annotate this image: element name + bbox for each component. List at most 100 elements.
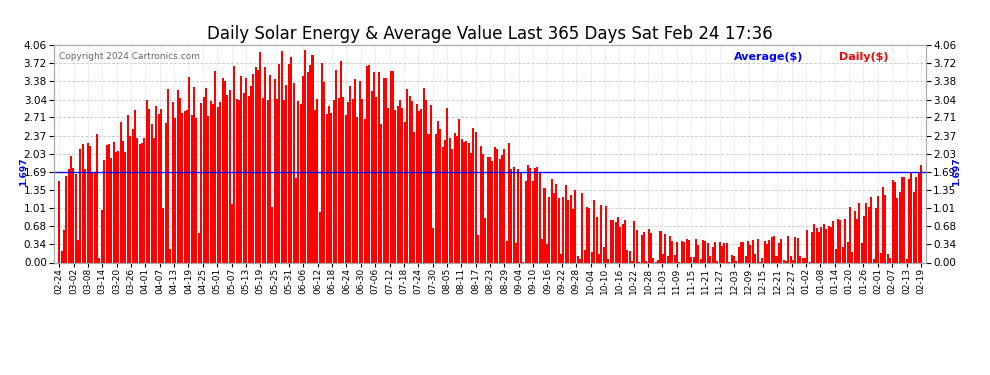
- Bar: [848, 207, 850, 262]
- Bar: [193, 87, 195, 262]
- Bar: [152, 138, 154, 262]
- Bar: [456, 136, 458, 262]
- Bar: [425, 100, 427, 262]
- Bar: [91, 172, 93, 262]
- Bar: [402, 108, 404, 262]
- Bar: [141, 142, 143, 262]
- Bar: [278, 64, 280, 262]
- Bar: [537, 166, 539, 262]
- Bar: [724, 243, 726, 262]
- Bar: [544, 188, 545, 262]
- Bar: [207, 116, 209, 262]
- Bar: [806, 230, 808, 262]
- Bar: [108, 144, 110, 262]
- Bar: [506, 241, 508, 262]
- Bar: [222, 78, 224, 262]
- Bar: [567, 200, 569, 262]
- Bar: [603, 247, 605, 262]
- Bar: [830, 227, 832, 262]
- Bar: [382, 78, 384, 262]
- Bar: [532, 180, 534, 262]
- Bar: [797, 238, 799, 262]
- Bar: [399, 100, 401, 262]
- Bar: [683, 242, 685, 262]
- Bar: [899, 192, 901, 262]
- Bar: [838, 219, 840, 262]
- Bar: [527, 165, 529, 262]
- Bar: [586, 207, 588, 262]
- Bar: [726, 243, 728, 262]
- Bar: [174, 118, 176, 262]
- Bar: [697, 245, 699, 262]
- Bar: [560, 254, 562, 262]
- Bar: [246, 78, 248, 262]
- Bar: [693, 257, 695, 262]
- Bar: [259, 52, 261, 262]
- Bar: [266, 100, 268, 262]
- Bar: [241, 76, 243, 262]
- Bar: [744, 256, 746, 262]
- Bar: [783, 260, 785, 262]
- Bar: [321, 63, 323, 262]
- Bar: [756, 239, 758, 262]
- Bar: [172, 102, 174, 262]
- Bar: [794, 237, 796, 262]
- Text: 1.697: 1.697: [951, 157, 960, 186]
- Bar: [792, 260, 794, 262]
- Bar: [312, 55, 314, 262]
- Bar: [738, 247, 740, 262]
- Bar: [629, 251, 631, 262]
- Bar: [676, 242, 678, 262]
- Bar: [356, 117, 358, 262]
- Bar: [326, 114, 328, 262]
- Bar: [520, 171, 522, 262]
- Bar: [736, 261, 738, 262]
- Bar: [785, 261, 787, 262]
- Bar: [814, 224, 816, 262]
- Bar: [742, 242, 744, 262]
- Bar: [127, 115, 129, 262]
- Bar: [375, 97, 377, 262]
- Bar: [477, 235, 479, 262]
- Bar: [860, 243, 862, 262]
- Bar: [652, 258, 654, 262]
- Bar: [336, 70, 338, 262]
- Bar: [465, 141, 467, 262]
- Bar: [70, 156, 72, 262]
- Bar: [674, 255, 676, 262]
- Bar: [101, 210, 103, 262]
- Bar: [581, 193, 583, 262]
- Bar: [482, 154, 484, 262]
- Bar: [844, 219, 846, 262]
- Bar: [882, 186, 884, 262]
- Bar: [868, 207, 870, 262]
- Text: Daily($): Daily($): [839, 51, 888, 62]
- Bar: [316, 99, 318, 262]
- Bar: [574, 190, 576, 262]
- Bar: [887, 254, 889, 262]
- Bar: [620, 227, 622, 262]
- Bar: [212, 104, 214, 262]
- Bar: [351, 99, 353, 262]
- Bar: [870, 197, 872, 262]
- Bar: [368, 64, 370, 262]
- Bar: [889, 258, 891, 262]
- Bar: [148, 109, 150, 262]
- Bar: [186, 110, 188, 262]
- Bar: [645, 261, 647, 262]
- Bar: [314, 110, 316, 262]
- Bar: [647, 229, 649, 262]
- Bar: [448, 138, 450, 262]
- Bar: [150, 124, 152, 262]
- Bar: [118, 151, 120, 262]
- Bar: [875, 208, 877, 262]
- Bar: [217, 106, 219, 262]
- Bar: [534, 168, 536, 262]
- Bar: [319, 212, 321, 262]
- Bar: [903, 177, 905, 262]
- Bar: [636, 230, 638, 262]
- Bar: [908, 179, 910, 262]
- Bar: [380, 124, 382, 262]
- Bar: [761, 258, 763, 262]
- Bar: [901, 177, 903, 262]
